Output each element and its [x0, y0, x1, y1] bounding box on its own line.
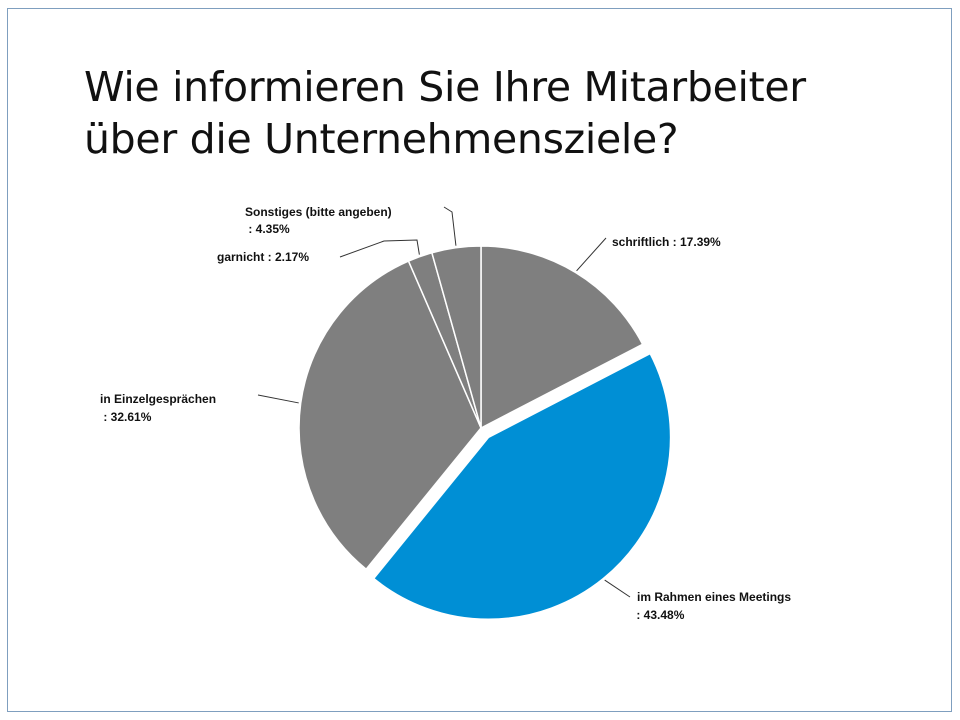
- slide-title: Wie informieren Sie Ihre Mitarbeiter übe…: [84, 61, 904, 165]
- leader-schriftlich: [576, 237, 607, 272]
- label-sonstiges-line2: : 4.35%: [245, 222, 290, 236]
- label-schriftlich: schriftlich : 17.39%: [612, 235, 721, 249]
- label-meeting-line2: : 43.48%: [633, 608, 685, 622]
- title-line-1: Wie informieren Sie Ihre Mitarbeiter: [84, 63, 806, 111]
- title-line-2: über die Unternehmensziele?: [84, 115, 679, 163]
- leader-garnicht: [339, 239, 420, 258]
- leader-meeting: [604, 579, 631, 598]
- slice-schriftlich: [480, 245, 644, 430]
- label-einzel-line1: in Einzelgesprächen: [100, 392, 216, 406]
- label-garnicht: garnicht : 2.17%: [217, 250, 309, 264]
- slice-sonstiges: [430, 245, 482, 429]
- label-sonstiges-line1: Sonstiges (bitte angeben): [245, 205, 392, 219]
- label-einzel-line2: : 32.61%: [100, 410, 152, 424]
- leader-sonstiges: [443, 206, 457, 246]
- label-meeting-line1: im Rahmen eines Meetings: [637, 590, 791, 604]
- slice-einzelgespraeche: [298, 260, 482, 571]
- leader-einzelgespraeche: [257, 394, 299, 404]
- slice-meeting: [372, 352, 672, 621]
